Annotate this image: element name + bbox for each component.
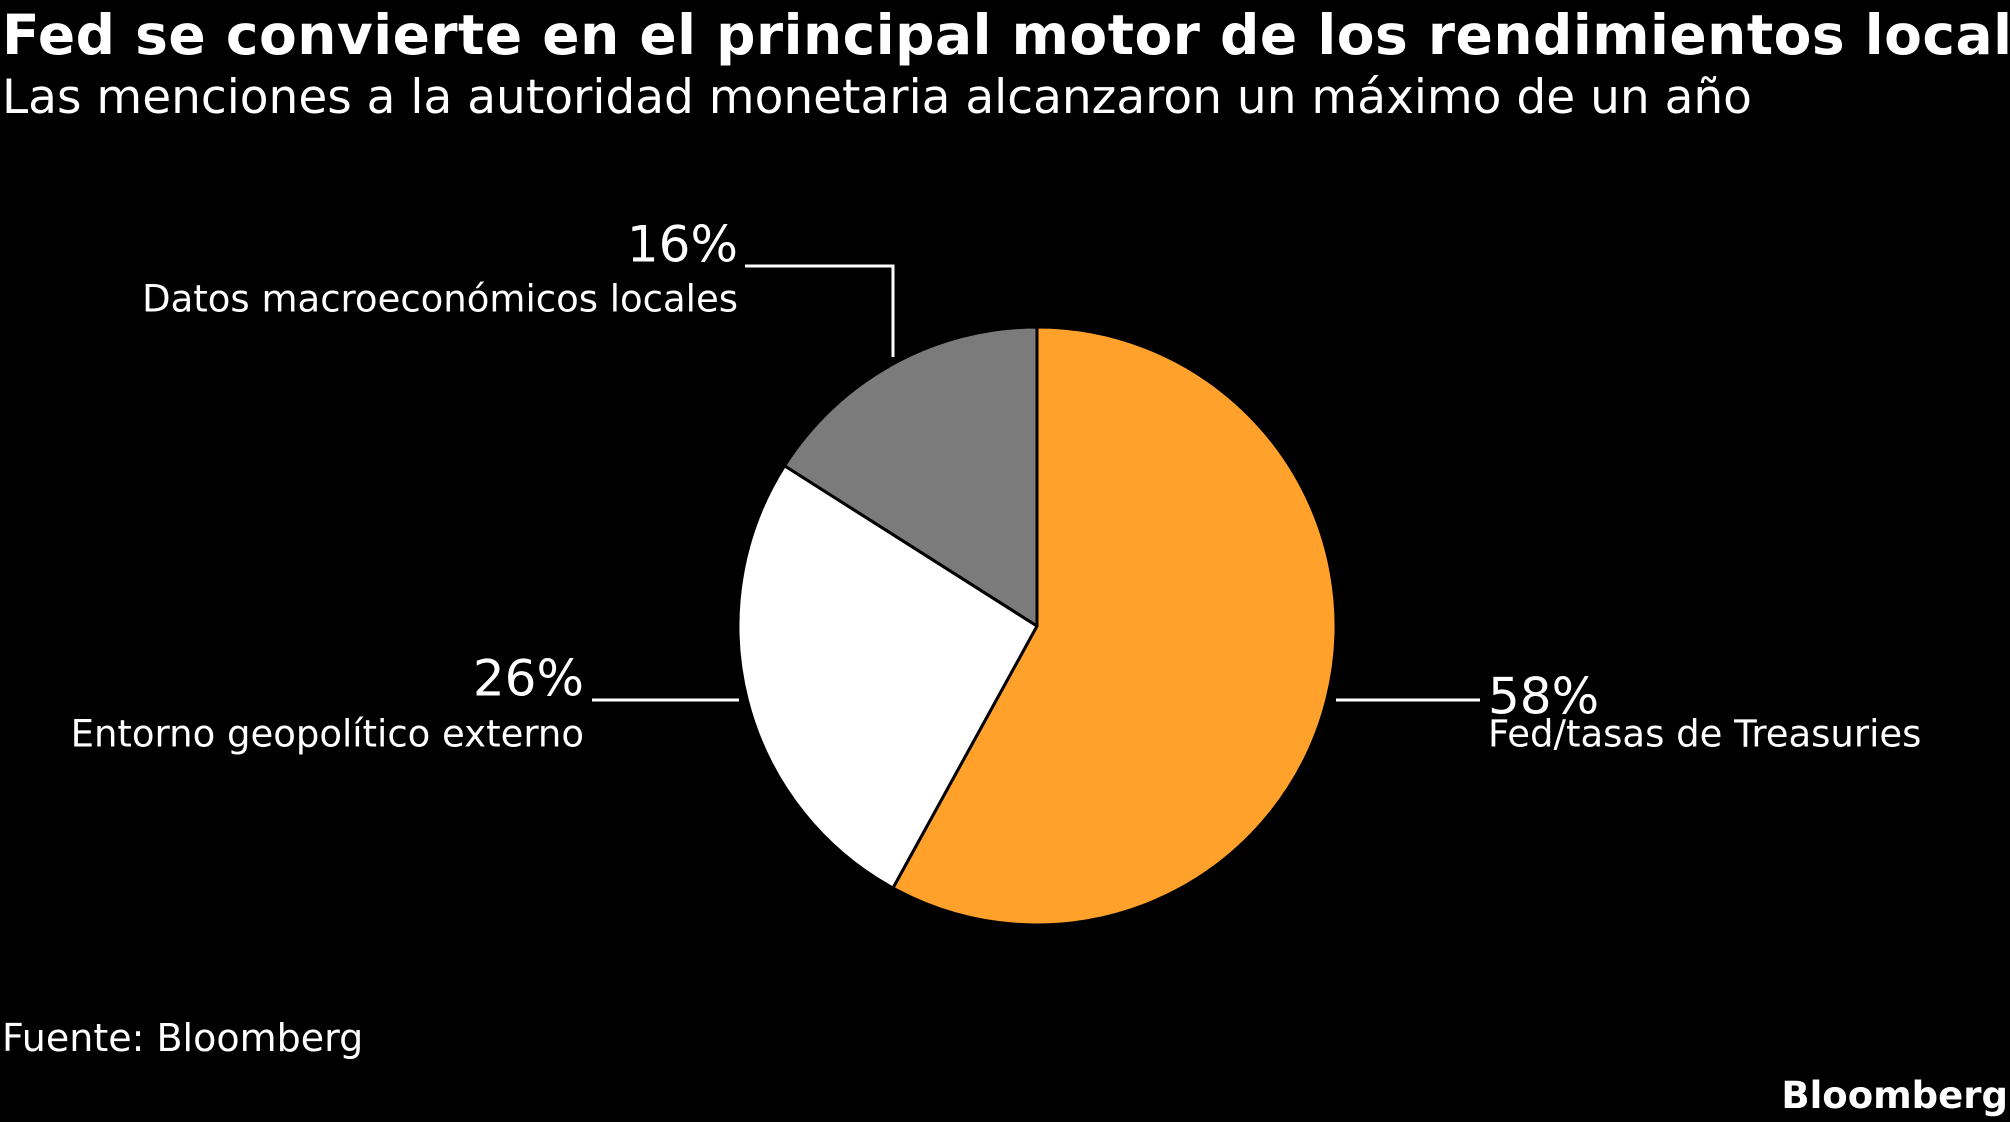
- category-label-fed: Fed/tasas de Treasuries: [1488, 713, 1921, 756]
- pie-slices: [736, 325, 1338, 927]
- category-label-macro: Datos macroeconómicos locales: [142, 278, 738, 321]
- leader-line-macro: [745, 264, 895, 357]
- value-label-macro: 16%: [627, 216, 738, 274]
- pie-slice-fed: [891, 325, 1338, 927]
- chart-title: Fed se convierte en el principal motor d…: [2, 3, 2010, 67]
- pie-slice-geopolitical: [736, 464, 1039, 890]
- chart-subtitle: Las menciones a la autoridad monetaria a…: [2, 70, 1752, 125]
- slice-label-group-fed: 58% Fed/tasas de Treasuries: [1336, 668, 1921, 756]
- source-note: Fuente: Bloomberg: [2, 1016, 364, 1060]
- value-label-fed: 58%: [1488, 668, 1599, 726]
- pie-slice-macro: [783, 325, 1039, 628]
- slice-label-group-macro: 16% Datos macroeconómicos locales: [142, 216, 895, 357]
- slice-label-group-geopolitical: 26% Entorno geopolítico externo: [71, 650, 739, 756]
- bloomberg-logo: Bloomberg: [1781, 1074, 2008, 1117]
- value-label-geopolitical: 26%: [473, 650, 584, 708]
- category-label-geopolitical: Entorno geopolítico externo: [71, 713, 584, 756]
